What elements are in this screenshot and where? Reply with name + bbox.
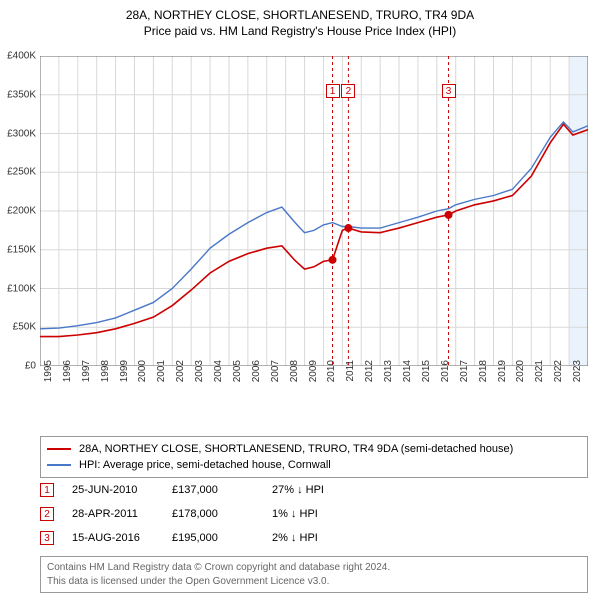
y-axis-label: £150K (0, 244, 36, 255)
chart-area: £0£50K£100K£150K£200K£250K£300K£350K£400… (40, 56, 588, 396)
event-row: 1 25-JUN-2010£137,00027% ↓ HPI (40, 478, 588, 502)
legend-swatch (47, 448, 71, 450)
x-axis-label: 1996 (62, 360, 73, 390)
x-axis-label: 2004 (213, 360, 224, 390)
x-axis-label: 2010 (326, 360, 337, 390)
x-axis-label: 1995 (43, 360, 54, 390)
legend-label: HPI: Average price, semi-detached house,… (79, 459, 331, 471)
x-axis-label: 2001 (156, 360, 167, 390)
event-row: 2 28-APR-2011£178,0001% ↓ HPI (40, 502, 588, 526)
event-marker: 3 (442, 84, 456, 98)
legend: 28A, NORTHEY CLOSE, SHORTLANESEND, TRURO… (40, 436, 588, 478)
attribution-line: Contains HM Land Registry data © Crown c… (47, 561, 581, 575)
event-row: 3 15-AUG-2016£195,0002% ↓ HPI (40, 526, 588, 550)
x-axis-label: 1997 (81, 360, 92, 390)
y-axis-label: £100K (0, 283, 36, 294)
x-axis-label: 2015 (421, 360, 432, 390)
x-axis-label: 2013 (383, 360, 394, 390)
event-marker: 2 (341, 84, 355, 98)
legend-item: 28A, NORTHEY CLOSE, SHORTLANESEND, TRURO… (47, 441, 581, 457)
event-price: £195,000 (172, 532, 272, 544)
plot-svg (40, 56, 588, 366)
x-axis-label: 2018 (478, 360, 489, 390)
event-date: 15-AUG-2016 (72, 532, 172, 544)
x-axis-label: 2022 (553, 360, 564, 390)
x-axis-label: 2002 (175, 360, 186, 390)
x-axis-label: 2021 (534, 360, 545, 390)
y-axis-label: £200K (0, 206, 36, 217)
y-axis-label: £400K (0, 51, 36, 62)
x-axis-label: 1998 (100, 360, 111, 390)
x-axis-label: 1999 (119, 360, 130, 390)
x-axis-label: 2017 (459, 360, 470, 390)
event-price: £137,000 (172, 484, 272, 496)
event-date: 25-JUN-2010 (72, 484, 172, 496)
chart-subtitle: Price paid vs. HM Land Registry's House … (0, 24, 600, 38)
event-marker: 1 (326, 84, 340, 98)
x-axis-label: 2014 (402, 360, 413, 390)
y-axis-label: £250K (0, 167, 36, 178)
y-axis-label: £50K (0, 322, 36, 333)
event-diff: 27% ↓ HPI (272, 484, 324, 496)
event-price: £178,000 (172, 508, 272, 520)
event-marker: 3 (40, 531, 54, 545)
x-axis-label: 2012 (364, 360, 375, 390)
x-axis-label: 2011 (345, 360, 356, 390)
y-axis-label: £300K (0, 128, 36, 139)
attribution: Contains HM Land Registry data © Crown c… (40, 556, 588, 593)
y-axis-label: £0 (0, 361, 36, 372)
event-diff: 1% ↓ HPI (272, 508, 318, 520)
event-diff: 2% ↓ HPI (272, 532, 318, 544)
x-axis-label: 2006 (251, 360, 262, 390)
x-axis-label: 2023 (572, 360, 583, 390)
x-axis-label: 2000 (137, 360, 148, 390)
legend-swatch (47, 464, 71, 466)
event-marker: 1 (40, 483, 54, 497)
y-axis-label: £350K (0, 89, 36, 100)
legend-label: 28A, NORTHEY CLOSE, SHORTLANESEND, TRURO… (79, 443, 513, 455)
chart-title: 28A, NORTHEY CLOSE, SHORTLANESEND, TRURO… (0, 8, 600, 22)
event-marker: 2 (40, 507, 54, 521)
x-axis-label: 2020 (515, 360, 526, 390)
x-axis-label: 2003 (194, 360, 205, 390)
attribution-line: This data is licensed under the Open Gov… (47, 575, 581, 589)
legend-item: HPI: Average price, semi-detached house,… (47, 457, 581, 473)
event-date: 28-APR-2011 (72, 508, 172, 520)
x-axis-label: 2019 (497, 360, 508, 390)
chart-container: 28A, NORTHEY CLOSE, SHORTLANESEND, TRURO… (0, 8, 600, 598)
x-axis-label: 2016 (440, 360, 451, 390)
x-axis-label: 2007 (270, 360, 281, 390)
x-axis-label: 2008 (289, 360, 300, 390)
x-axis-label: 2005 (232, 360, 243, 390)
x-axis-label: 2009 (308, 360, 319, 390)
events-table: 1 25-JUN-2010£137,00027% ↓ HPI 2 28-APR-201… (40, 478, 588, 550)
